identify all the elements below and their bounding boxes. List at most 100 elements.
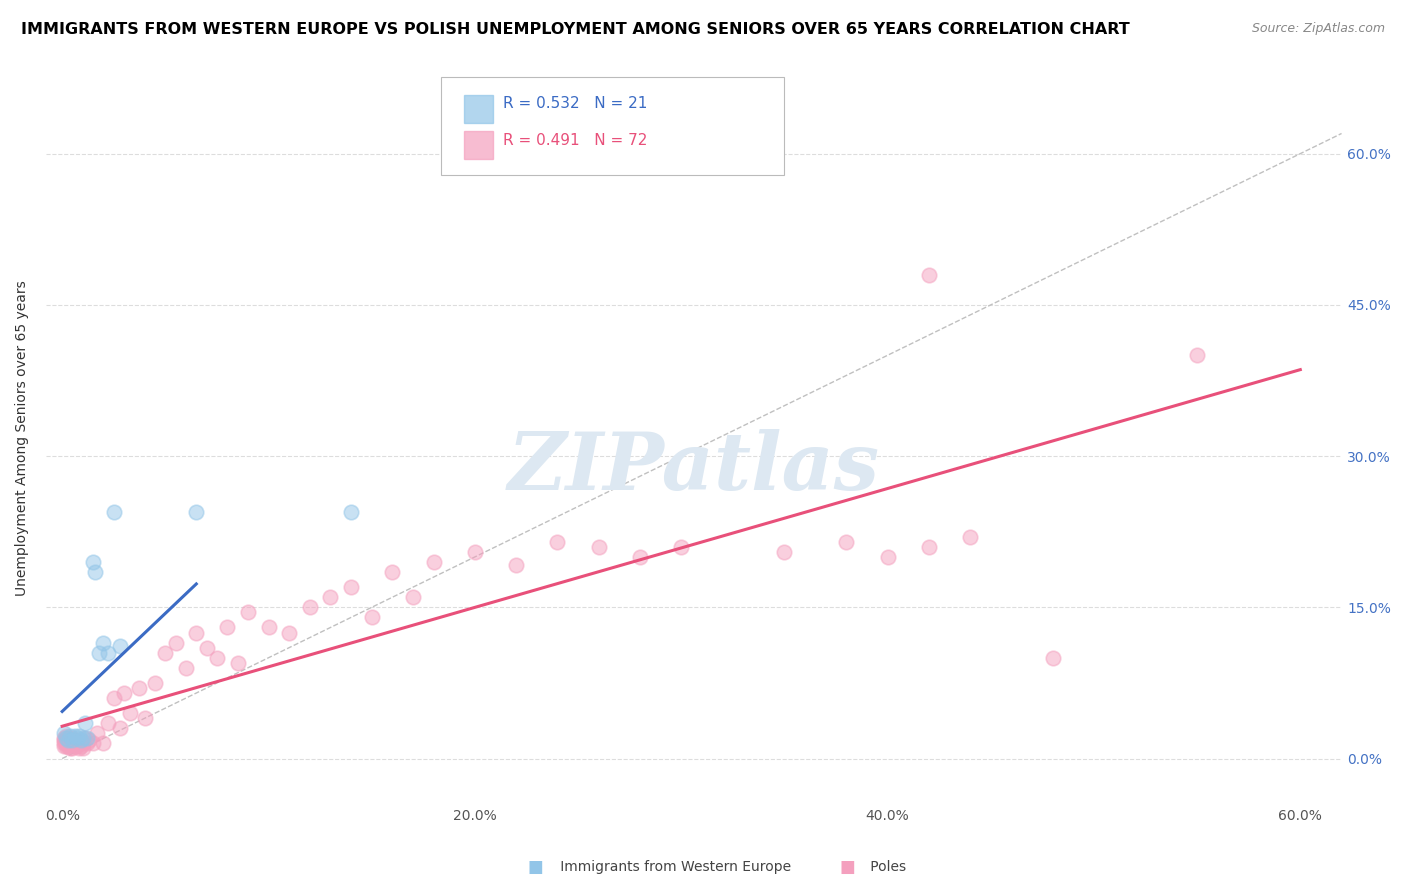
Point [73,731,96,746]
Point [671,540,693,554]
Point [93,736,115,750]
Point [89,646,111,660]
Point [62,741,84,756]
Point [360,610,382,624]
Point [628,549,651,564]
Point [278,625,301,640]
Point [63,730,86,744]
Point [58,733,80,747]
Text: Poles: Poles [844,860,905,874]
Point [174,661,197,675]
Point [319,591,342,605]
Point [72,731,94,746]
Text: R = 0.491   N = 72: R = 0.491 N = 72 [503,133,648,148]
Point [69,733,91,747]
Point [226,656,249,670]
Point [217,620,239,634]
Point [112,686,135,700]
Point [120,706,142,721]
Point [53,726,76,740]
FancyBboxPatch shape [441,77,785,176]
Point [422,555,444,569]
Point [186,504,208,518]
Point [298,600,321,615]
Text: ■: ■ [527,858,543,876]
Point [186,625,208,640]
FancyBboxPatch shape [464,95,492,123]
Point [103,691,125,706]
Text: ■: ■ [839,858,855,876]
Point [128,681,150,695]
Point [918,268,941,282]
Point [76,736,98,750]
Point [63,733,86,747]
Point [1042,650,1064,665]
Point [58,731,80,746]
Point [58,739,80,754]
Point [73,716,96,731]
Point [77,733,100,747]
Point [93,635,115,649]
Point [53,731,76,746]
Point [62,731,84,746]
Point [143,676,166,690]
Text: Immigrants from Western Europe: Immigrants from Western Europe [534,860,792,874]
Point [55,736,77,750]
FancyBboxPatch shape [464,131,492,160]
Point [82,555,104,569]
Point [340,504,363,518]
Point [464,545,486,559]
Point [155,646,177,660]
Text: Source: ZipAtlas.com: Source: ZipAtlas.com [1251,22,1385,36]
Point [62,736,84,750]
Point [108,639,131,653]
Point [59,733,82,747]
Point [55,733,77,747]
Point [76,731,98,746]
Point [67,730,90,744]
Point [58,736,80,750]
Point [165,635,187,649]
Point [773,545,796,559]
Point [67,741,90,756]
Point [67,736,90,750]
Point [72,736,94,750]
Point [55,731,77,746]
Point [257,620,280,634]
Point [588,540,610,554]
Point [69,739,91,754]
Point [86,726,108,740]
Point [97,646,120,660]
Point [65,733,87,747]
Point [53,739,76,754]
Point [205,650,228,665]
Point [835,534,858,549]
Point [55,739,77,754]
Point [546,534,568,549]
Point [134,711,156,725]
Point [108,721,131,735]
Point [402,591,425,605]
Point [340,580,363,594]
Point [103,504,125,518]
Point [505,558,527,572]
Point [381,565,404,579]
Point [236,606,259,620]
Point [53,733,76,747]
Y-axis label: Unemployment Among Seniors over 65 years: Unemployment Among Seniors over 65 years [15,281,30,597]
Point [59,730,82,744]
Point [53,736,76,750]
Point [97,716,120,731]
Point [1185,348,1208,362]
Point [72,741,94,756]
Point [69,733,91,747]
Text: ZIPatlas: ZIPatlas [508,429,880,507]
Point [876,549,898,564]
Point [65,731,87,746]
Point [65,739,87,754]
Point [82,736,104,750]
Point [959,530,981,544]
Point [59,741,82,756]
Point [84,565,107,579]
Point [62,733,84,747]
